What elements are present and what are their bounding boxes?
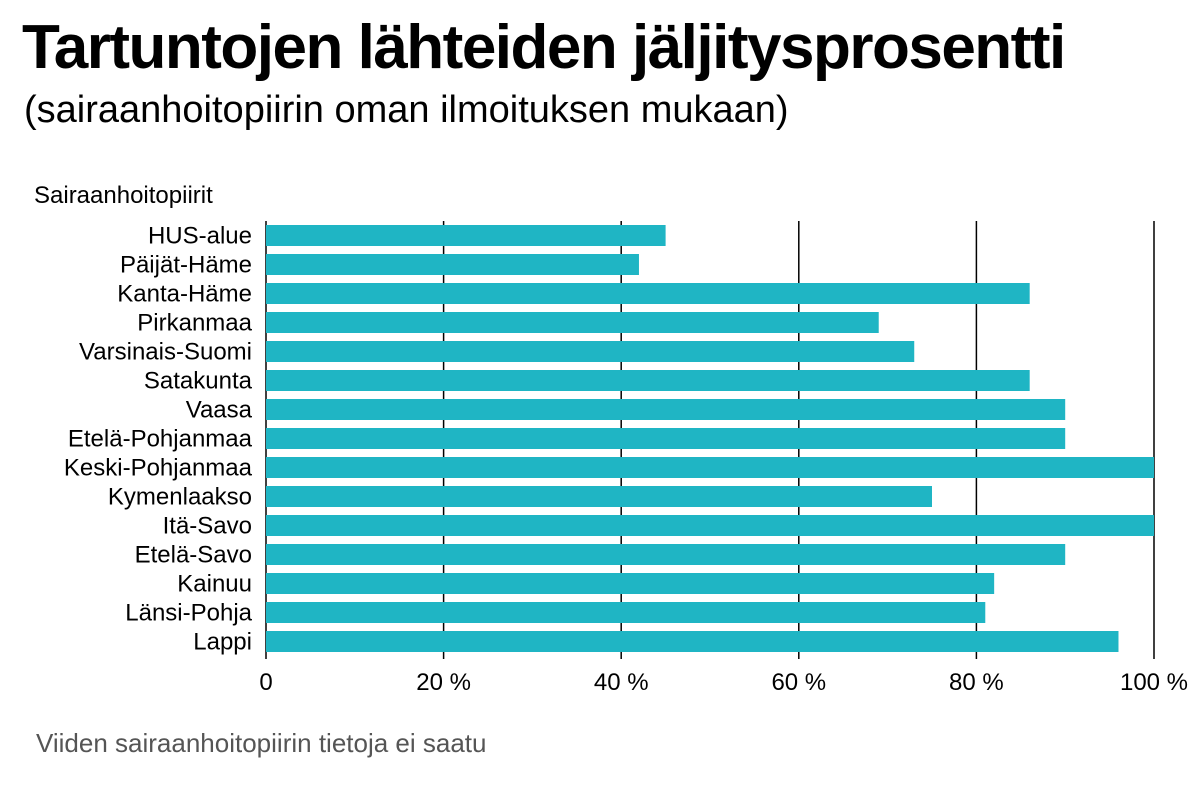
category-label: Etelä-Pohjanmaa [68, 426, 253, 453]
bar [266, 544, 1066, 565]
x-tick-label: 20 % [416, 669, 471, 696]
bar [266, 631, 1119, 652]
bar [266, 573, 995, 594]
y-axis-title: Sairaanhoitopiirit [34, 182, 213, 209]
x-tick-label: 100 % [1120, 669, 1188, 696]
category-label: Kanta-Häme [117, 281, 252, 308]
category-label: Vaasa [186, 397, 253, 424]
bar [266, 341, 915, 362]
bar [266, 370, 1030, 391]
bars [266, 225, 1154, 652]
category-label: HUS-alue [148, 223, 252, 250]
category-label: Keski-Pohjanmaa [64, 455, 253, 482]
x-tick-label: 60 % [771, 669, 826, 696]
x-tick-label: 80 % [949, 669, 1004, 696]
x-tick-labels: 0 20 % 40 % 60 % 80 % 100 % [259, 669, 1188, 696]
bar [266, 486, 932, 507]
bar [266, 399, 1066, 420]
bar [266, 515, 1154, 536]
bar [266, 254, 639, 275]
category-label: Etelä-Savo [135, 542, 252, 569]
bar [266, 225, 666, 246]
bar [266, 312, 879, 333]
footnote: Viiden sairaanhoitopiirin tietoja ei saa… [36, 728, 487, 758]
bar [266, 428, 1066, 449]
category-label: Kainuu [177, 571, 252, 598]
chart-title: Tartuntojen lähteiden jäljitysprosentti [22, 13, 1066, 82]
category-label: Päijät-Häme [120, 252, 252, 279]
x-tick-label: 40 % [594, 669, 649, 696]
category-label: Varsinais-Suomi [79, 339, 252, 366]
category-labels: HUS-aluePäijät-HämeKanta-HämePirkanmaaVa… [64, 223, 253, 656]
bar [266, 457, 1154, 478]
category-label: Kymenlaakso [108, 484, 252, 511]
category-label: Itä-Savo [163, 513, 252, 540]
category-label: Lappi [193, 629, 252, 656]
x-tick-label: 0 [259, 669, 272, 696]
bar [266, 602, 986, 623]
category-label: Pirkanmaa [137, 310, 252, 337]
category-label: Satakunta [144, 368, 253, 395]
category-label: Länsi-Pohja [125, 600, 252, 627]
chart-subtitle: (sairaanhoitopiirin oman ilmoituksen muk… [24, 89, 789, 131]
bar [266, 283, 1030, 304]
